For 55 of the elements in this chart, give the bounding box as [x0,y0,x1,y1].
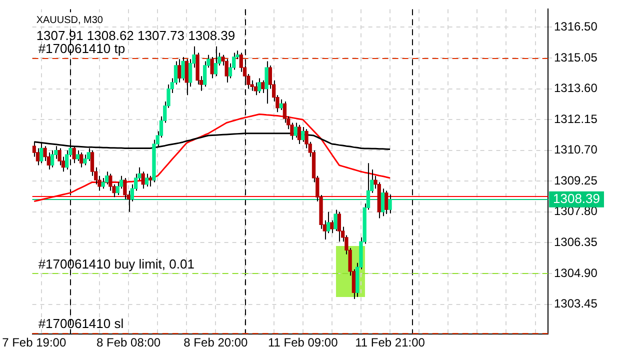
x-tick-label: 7 Feb 19:00 [2,336,66,350]
text: 1307.91 1308.62 1307.73 1308.39 [36,28,236,44]
ref-line-label: #170061410 tp [38,41,126,56]
ref-line-label: #170061410 sl [38,316,124,332]
y-tick-label: 1307.80 [554,204,598,218]
candlestick [224,58,228,83]
candlestick [254,82,258,96]
candlestick [239,52,243,72]
candlestick [188,58,192,88]
candlestick [330,220,334,234]
text: XAUUSD, M30 [36,15,104,26]
y-tick-label: 1316.50 [554,20,598,34]
candlestick [80,152,84,168]
candlestick [50,150,54,168]
candlestick [337,211,342,242]
candlestick [279,98,283,111]
x-tick-label: 8 Feb 20:00 [184,336,248,350]
candlestick [141,171,145,190]
candlestick [181,56,185,81]
candlestick [90,150,94,176]
candlestick [101,177,105,190]
x-tick-label: 11 Feb 21:00 [355,336,426,350]
y-tick-label: 1306.35 [554,235,598,250]
candlestick [148,175,152,187]
candlestick [83,154,87,166]
y-tick-label: 1303.45 [554,296,598,311]
candlestick [214,46,218,77]
candlestick [261,80,265,94]
x-tick-label: 11 Feb 09:00 [268,336,338,350]
candlestick [144,173,149,187]
candlestick [388,194,392,214]
candlestick [384,190,388,215]
candlestick [108,173,112,192]
candlestick [294,122,298,138]
candlestick [123,177,127,200]
candlestick [210,56,214,79]
y-tick-label: 1315.05 [554,50,598,64]
ref-line-label: #170061410 buy limit, 0.01 [38,256,194,272]
y-tick-label: 1312.15 [554,112,598,126]
candlestick [380,188,385,217]
candlestick [104,171,109,185]
y-tick-label: 1304.90 [554,266,598,280]
candlestick [297,124,302,145]
candlestick [178,58,182,83]
ref-line-label: 1308.39 [553,190,600,206]
candlestick [334,209,338,232]
y-tick-label: 1313.60 [554,81,598,96]
candlestick [301,126,305,142]
y-tick-label: 1310.70 [554,142,598,157]
candlestick [257,78,262,94]
candlestick [184,58,188,96]
x-tick-label: 8 Feb 08:00 [96,336,161,350]
candlestick [264,60,268,104]
y-tick-label: 1309.25 [554,173,598,188]
candlestick [43,146,47,162]
